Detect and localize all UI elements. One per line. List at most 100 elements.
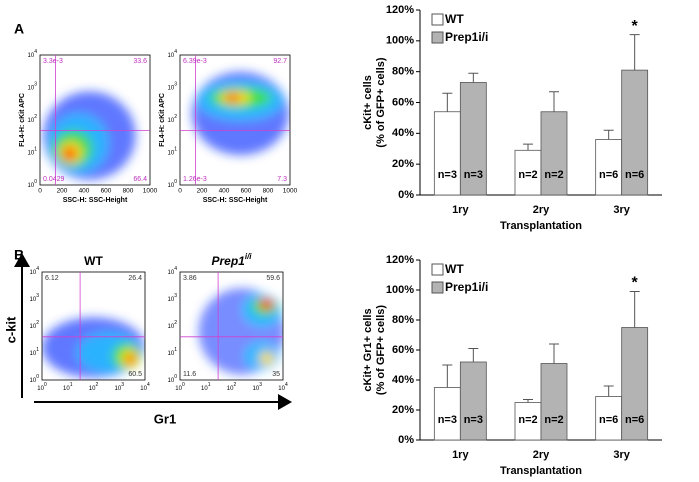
y-tick-label: 100 bbox=[30, 374, 40, 383]
quadrant-value: 60.5 bbox=[128, 371, 142, 378]
tick-base: 10 bbox=[168, 118, 175, 124]
tick-base: 10 bbox=[168, 297, 175, 303]
tick-base: 10 bbox=[28, 53, 35, 59]
tick-base: 10 bbox=[28, 150, 35, 156]
tick-base: 10 bbox=[37, 386, 44, 392]
panel-label: A bbox=[14, 21, 24, 37]
tick-base: 10 bbox=[168, 85, 175, 91]
tick-base: 10 bbox=[175, 386, 182, 392]
x-tick-label: 100 bbox=[175, 382, 185, 391]
quadrant-value: 92.7 bbox=[273, 58, 287, 65]
y-axis-label: (% of GFP+ cells) bbox=[375, 305, 387, 395]
x-tick-label: 103 bbox=[253, 382, 263, 391]
tick-base: 10 bbox=[30, 270, 37, 276]
x-tick-label: 600 bbox=[101, 188, 112, 195]
y-tick-label: 60% bbox=[392, 344, 414, 356]
density-blob bbox=[259, 351, 274, 365]
x-tick-label: 1000 bbox=[143, 188, 158, 195]
tick-base: 10 bbox=[168, 378, 175, 384]
tick-base: 10 bbox=[140, 386, 147, 392]
legend-swatch bbox=[431, 281, 444, 294]
legend-swatch bbox=[431, 13, 444, 26]
tick-base: 10 bbox=[28, 85, 35, 91]
tick-base: 10 bbox=[30, 378, 37, 384]
x-tick-label: 103 bbox=[115, 382, 125, 391]
tick-exp: 4 bbox=[36, 266, 39, 272]
tick-exp: 3 bbox=[34, 82, 37, 88]
bar bbox=[459, 361, 487, 441]
n-label: n=6 bbox=[599, 414, 618, 426]
x-tick-label: 104 bbox=[140, 382, 150, 391]
n-label: n=3 bbox=[438, 414, 457, 426]
tick-base: 10 bbox=[30, 324, 37, 330]
n-label: n=2 bbox=[518, 169, 537, 181]
legend-swatch bbox=[431, 263, 444, 276]
tick-exp: 0 bbox=[36, 374, 39, 380]
y-tick-label: 103 bbox=[28, 82, 38, 91]
x-tick-label: 2ry bbox=[533, 204, 550, 216]
error-bar bbox=[468, 72, 479, 83]
y-axis-label: FL4-H: cKit APC bbox=[159, 93, 166, 147]
x-tick-label: 102 bbox=[89, 382, 99, 391]
n-label: n=3 bbox=[438, 169, 457, 181]
quadrant-value: 3.3e-3 bbox=[43, 58, 63, 65]
axis-label: Gr1 bbox=[154, 411, 176, 426]
density bbox=[43, 91, 136, 180]
bar bbox=[433, 387, 461, 441]
density bbox=[198, 288, 283, 375]
x-tick-label: 102 bbox=[227, 382, 237, 391]
y-axis-label: (% of GFP+ cells) bbox=[375, 57, 387, 147]
y-tick-label: 100 bbox=[28, 179, 38, 188]
density-blob bbox=[63, 147, 77, 161]
x-tick-label: 3ry bbox=[613, 449, 630, 461]
bar bbox=[433, 111, 461, 196]
tick-base: 10 bbox=[227, 386, 234, 392]
error-bar bbox=[629, 291, 640, 328]
y-tick-label: 102 bbox=[30, 320, 40, 329]
n-label: n=3 bbox=[464, 414, 483, 426]
tick-exp: 3 bbox=[259, 382, 262, 388]
density bbox=[192, 71, 289, 156]
y-tick-label: 104 bbox=[168, 266, 178, 275]
y-tick-label: 100% bbox=[386, 35, 414, 47]
x-axis-label: SSC-H: SSC-Height bbox=[63, 197, 128, 204]
tick-exp: 0 bbox=[182, 382, 185, 388]
y-tick-label: 0% bbox=[398, 434, 414, 446]
bar bbox=[595, 139, 623, 196]
error-bar bbox=[549, 343, 559, 364]
tick-exp: 3 bbox=[36, 293, 39, 299]
tick-base: 10 bbox=[168, 150, 175, 156]
significance: * bbox=[632, 18, 639, 35]
y-tick-label: 80% bbox=[392, 66, 414, 78]
x-tick-label: 400 bbox=[219, 188, 230, 195]
bar bbox=[540, 363, 568, 441]
legend-label: Prep1i/i bbox=[445, 280, 488, 294]
plot-frame bbox=[39, 54, 151, 186]
tick-exp: 1 bbox=[34, 147, 37, 153]
y-tick-label: 60% bbox=[392, 96, 414, 108]
title-text: Prep1 bbox=[211, 254, 245, 268]
quadrant-value: 3.86 bbox=[183, 275, 197, 282]
n-label: n=6 bbox=[625, 414, 644, 426]
x-tick-label: 1000 bbox=[283, 188, 298, 195]
n-label: n=3 bbox=[464, 169, 483, 181]
y-tick-label: 120% bbox=[386, 254, 414, 266]
flow-plot: 3.86 59.611.6 3510010110210310410010110210… bbox=[168, 252, 288, 391]
tick-base: 10 bbox=[253, 386, 260, 392]
tick-base: 10 bbox=[28, 183, 35, 189]
y-tick-label: 101 bbox=[28, 147, 38, 156]
y-tick-label: 104 bbox=[30, 266, 40, 275]
title-sup: i/i bbox=[245, 252, 252, 261]
plot-title: WT bbox=[84, 254, 103, 268]
tick-exp: 4 bbox=[174, 266, 177, 272]
error-bar bbox=[523, 143, 533, 151]
plot-frame bbox=[179, 271, 284, 381]
x-tick-label: 0 bbox=[38, 188, 42, 195]
tick-base: 10 bbox=[30, 297, 37, 303]
tick-exp: 2 bbox=[95, 382, 98, 388]
significance: * bbox=[632, 275, 639, 292]
tick-exp: 3 bbox=[174, 82, 177, 88]
bar bbox=[514, 402, 542, 441]
n-label: n=6 bbox=[599, 169, 618, 181]
